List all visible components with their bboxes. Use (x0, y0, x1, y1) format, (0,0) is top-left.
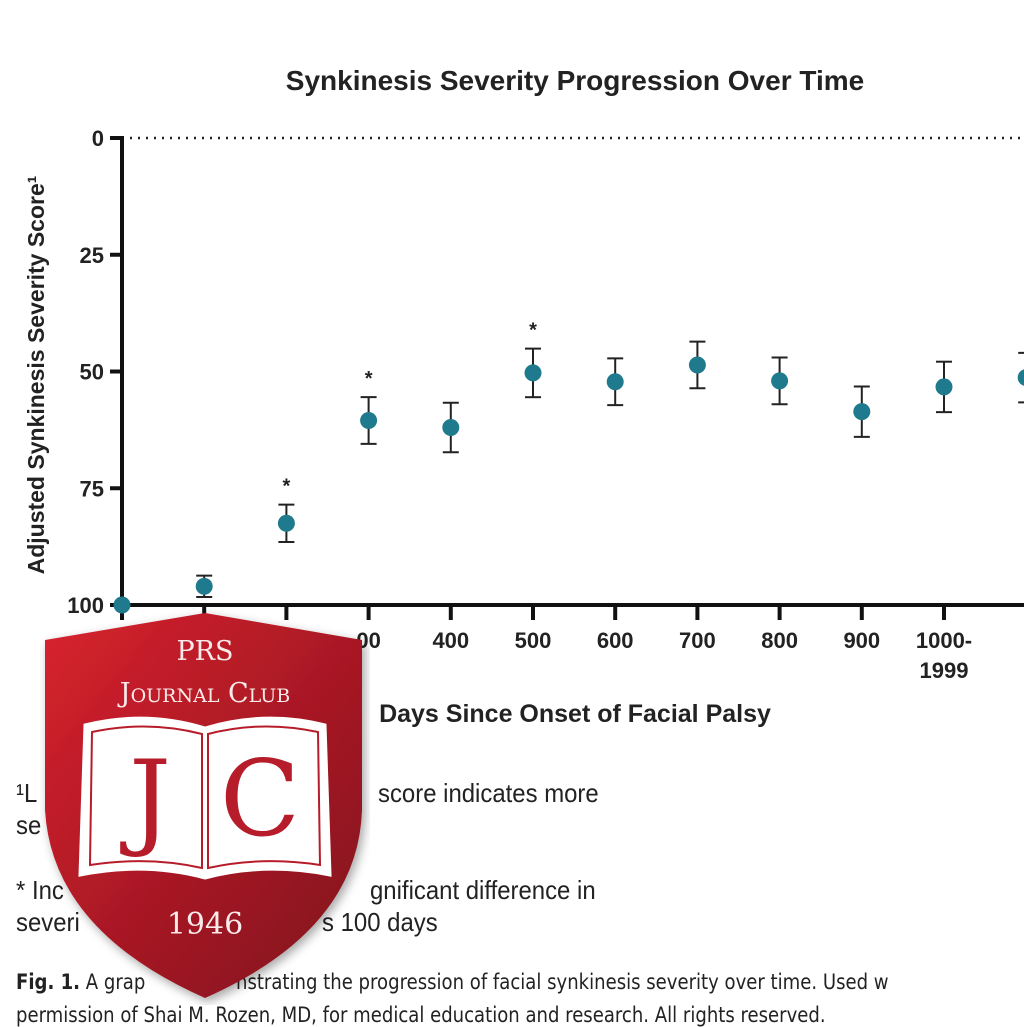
x-tick-label: 700 (679, 628, 716, 653)
data-point (524, 364, 542, 382)
data-point (853, 403, 871, 421)
footnote-2-line2-start: severi (16, 907, 80, 937)
footnote-1-end: se (16, 810, 42, 840)
footnote-2-start: * Inc (16, 875, 64, 905)
footnote-1-middle: score indicates more (378, 778, 599, 808)
y-tick-label: 25 (80, 243, 104, 268)
x-tick-label: 500 (515, 628, 552, 653)
svg-text:C: C (220, 738, 300, 860)
x-tick-label: 1999 (920, 658, 969, 683)
data-point (195, 577, 213, 595)
chart-title: Synkinesis Severity Progression Over Tim… (286, 65, 864, 96)
figure-label: Fig. 1. (16, 970, 81, 994)
y-tick-label: 100 (67, 593, 104, 618)
data-point (113, 596, 131, 614)
data-point (935, 378, 953, 396)
data-point (771, 372, 789, 390)
logo-year-text: 1946 (167, 907, 243, 942)
x-tick-label: 400 (432, 628, 469, 653)
prs-journal-club-logo: PRS Journal Club J C 1946 (45, 613, 362, 998)
open-book-icon: J C (78, 716, 332, 880)
significance-asterisk: * (529, 320, 537, 342)
data-point (277, 514, 295, 532)
y-tick-label: 0 (92, 126, 104, 151)
data-point (442, 419, 460, 437)
caption-fragment: A grap (85, 970, 146, 994)
svg-text:J: J (120, 738, 171, 860)
footnote-2-middle: gnificant difference in (370, 875, 596, 905)
data-point (1017, 369, 1024, 386)
significance-asterisk: * (365, 368, 373, 390)
logo-prs-text: PRS (177, 636, 234, 667)
figure-caption-line2: permission of Shai M. Rozen, MD, for med… (16, 1003, 826, 1027)
x-axis-label: Days Since Onset of Facial Palsy (379, 700, 771, 728)
figure-caption-line1: Fig. 1. A grap (16, 970, 145, 994)
footnote-2-line2-end: s 100 days (322, 907, 438, 937)
x-tick-label: 1000- (916, 628, 972, 653)
y-tick-label: 50 (80, 360, 104, 385)
x-tick-label: 900 (843, 628, 880, 653)
chart: Synkinesis Severity Progression Over Tim… (23, 65, 1024, 728)
footnote-1-start: ¹L (16, 778, 38, 808)
data-point (606, 373, 624, 391)
data-point (688, 356, 706, 374)
data-point (360, 412, 378, 430)
y-tick-label: 75 (80, 476, 104, 501)
x-tick-label: 800 (761, 628, 798, 653)
significance-asterisk: * (283, 476, 291, 498)
y-axis-label: Adjusted Synkinesis Severity Score¹ (23, 176, 49, 575)
figure-caption-line1-rest: nstrating the progression of facial synk… (236, 970, 889, 994)
x-tick-label: 600 (597, 628, 634, 653)
logo-journal-club-text: Journal Club (117, 678, 290, 709)
